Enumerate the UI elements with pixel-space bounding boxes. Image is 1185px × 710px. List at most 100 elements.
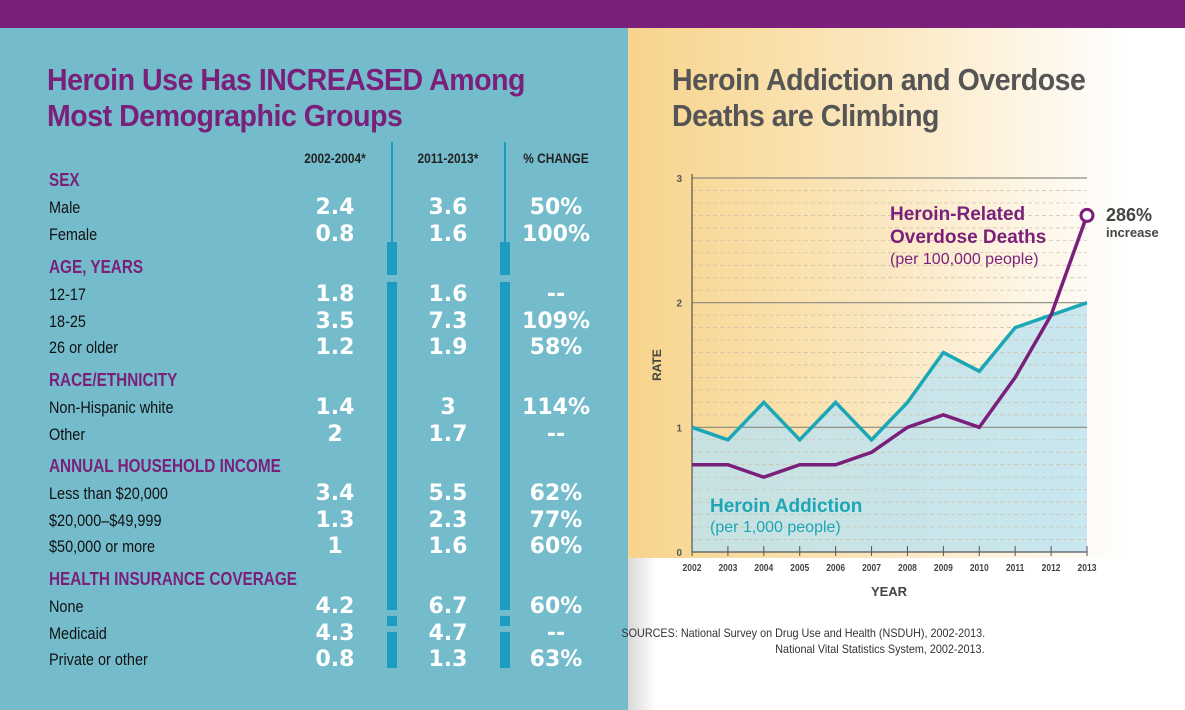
- row-value: 0.8: [315, 647, 355, 672]
- y-axis-label: RATE: [650, 349, 664, 381]
- row-value: 1.6: [428, 221, 468, 247]
- source-line: National Vital Statistics System, 2002-2…: [775, 642, 985, 656]
- addiction-legend-unit: (per 1,000 people): [710, 519, 841, 536]
- endpoint-marker: [1079, 207, 1095, 223]
- row-value: 62%: [529, 481, 583, 506]
- column-divider: [391, 142, 393, 242]
- y-tick-label: 2: [676, 299, 682, 310]
- addiction-line: [691, 301, 1088, 443]
- row-value: --: [546, 620, 566, 646]
- section-heading: RACE/ETHNICITY: [49, 370, 178, 390]
- x-tick-label: 2008: [898, 562, 917, 573]
- row-label: 18-25: [49, 311, 86, 331]
- row-label: $20,000–$49,999: [49, 510, 162, 530]
- x-tick-label: 2011: [1006, 562, 1024, 573]
- left-title-line1: Heroin Use Has INCREASED Among: [47, 62, 525, 97]
- row-label: $50,000 or more: [49, 537, 156, 556]
- left-title-line2: Most Demographic Groups: [47, 98, 403, 133]
- row-label: Less than $20,000: [49, 484, 168, 503]
- row-value: 1.7: [428, 421, 468, 447]
- column-divider: [387, 632, 397, 668]
- x-axis-label: YEAR: [871, 584, 908, 599]
- row-value: 1.6: [428, 282, 468, 307]
- x-tick-label: 2004: [754, 562, 774, 573]
- row-value: 1.9: [428, 335, 468, 360]
- row-value: 1: [327, 534, 343, 559]
- x-tick-label: 2003: [718, 562, 737, 573]
- row-value: --: [546, 282, 566, 307]
- row-value: 1.2: [315, 335, 355, 360]
- column-divider: [500, 282, 510, 610]
- row-value: 4.3: [315, 620, 355, 646]
- x-tick-label: 2006: [826, 562, 845, 573]
- row-value: 114%: [522, 395, 590, 420]
- column-divider: [387, 616, 397, 626]
- section-heading: AGE, YEARS: [49, 257, 144, 277]
- x-tick-label: 2005: [790, 562, 809, 573]
- row-label: Medicaid: [49, 623, 107, 643]
- row-value: 7.3: [428, 308, 468, 334]
- row-label: Female: [49, 224, 98, 244]
- row-value: 4.2: [315, 594, 355, 619]
- x-tick-label: 2010: [970, 562, 989, 573]
- row-value: 4.7: [428, 620, 468, 646]
- row-value: 58%: [529, 335, 583, 360]
- row-value: 2: [327, 421, 343, 447]
- x-tick-label: 2002: [683, 562, 702, 573]
- row-value: 60%: [529, 594, 583, 619]
- row-value: 3.6: [428, 195, 468, 220]
- row-value: 5.5: [428, 481, 468, 506]
- top-bar: [0, 0, 1185, 28]
- row-value: 50%: [529, 195, 583, 220]
- column-divider: [500, 242, 510, 275]
- column-divider: [500, 632, 510, 668]
- section-heading: SEX: [49, 170, 80, 190]
- row-value: 3: [440, 395, 456, 420]
- row-value: 3.4: [315, 481, 355, 506]
- annotation-text: increase: [1106, 225, 1159, 240]
- deaths-legend-name: Overdose Deaths: [890, 227, 1046, 248]
- y-tick-label: 3: [676, 174, 682, 185]
- sources-panel: [628, 558, 1185, 710]
- column-divider: [500, 616, 510, 626]
- column-header: 2002-2004*: [304, 150, 366, 166]
- row-label: 12-17: [49, 285, 86, 304]
- row-value: 0.8: [315, 221, 355, 247]
- row-value: 60%: [529, 534, 583, 559]
- row-label: Private or other: [49, 650, 148, 669]
- row-label: None: [49, 597, 84, 616]
- y-tick-label: 0: [676, 548, 682, 559]
- deaths-legend-name: Heroin-Related: [890, 204, 1025, 225]
- column-header: 2011-2013*: [417, 150, 479, 166]
- deaths-line: [692, 214, 1089, 480]
- row-value: 63%: [529, 647, 583, 672]
- x-tick-label: 2009: [934, 562, 953, 573]
- row-value: 1.4: [315, 395, 355, 420]
- y-tick-label: 1: [676, 423, 682, 434]
- chart-title: Heroin Addiction and Overdose Deaths are …: [672, 62, 1086, 134]
- x-tick-label: 2013: [1078, 562, 1097, 573]
- row-value: 100%: [522, 221, 590, 247]
- column-divider: [387, 282, 397, 610]
- column-divider: [387, 242, 397, 275]
- column-divider: [504, 142, 506, 242]
- section-heading: ANNUAL HOUSEHOLD INCOME: [49, 456, 281, 476]
- row-value: 109%: [522, 308, 590, 334]
- addiction-legend-name: Heroin Addiction: [710, 496, 862, 517]
- row-value: --: [546, 421, 566, 447]
- source-line: SOURCES: National Survey on Drug Use and…: [621, 626, 985, 640]
- row-value: 1.6: [428, 534, 468, 559]
- row-label: Non-Hispanic white: [49, 398, 174, 417]
- row-value: 2.4: [315, 195, 355, 220]
- row-value: 6.7: [428, 594, 468, 619]
- row-value: 77%: [529, 507, 583, 533]
- row-value: 1.3: [428, 647, 468, 672]
- deaths-legend-unit: (per 100,000 people): [890, 251, 1039, 268]
- row-value: 2.3: [428, 507, 468, 533]
- section-heading: HEALTH INSURANCE COVERAGE: [49, 569, 297, 589]
- row-value: 3.5: [315, 308, 355, 334]
- row-value: 1.8: [315, 282, 355, 307]
- x-tick-label: 2012: [1042, 562, 1061, 573]
- left-title: Heroin Use Has INCREASED Among Most Demog…: [47, 62, 525, 134]
